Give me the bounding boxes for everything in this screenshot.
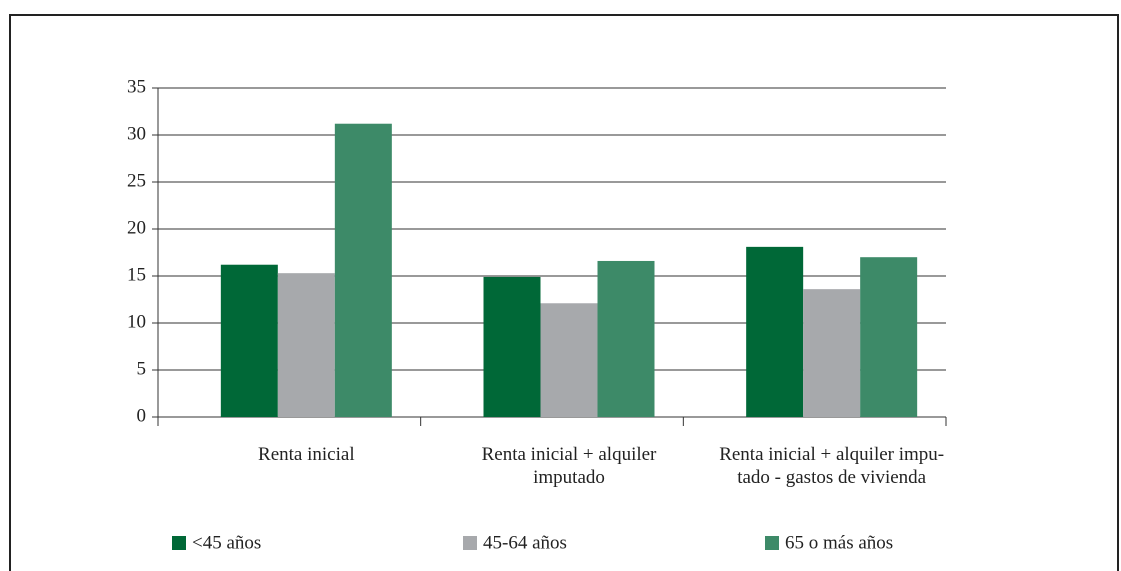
x-tick-label: Renta inicial + alquiler imputado (482, 444, 657, 488)
x-tick-label-line: Renta inicial + alquiler impu- (719, 444, 944, 465)
frame (9, 14, 1119, 571)
y-tick-label: 5 (137, 358, 147, 379)
x-tick-label-line: imputado (533, 467, 605, 488)
x-tick-label-line: Renta inicial (258, 444, 355, 465)
y-tick-label: 20 (127, 217, 146, 238)
bar (746, 246, 804, 417)
legend-label: <45 años (192, 532, 261, 553)
bar (220, 264, 278, 417)
legend-swatch (765, 536, 779, 550)
y-tick-label: 30 (127, 123, 146, 144)
bar (540, 303, 598, 417)
x-tick-label-line: tado - gastos de vivienda (737, 467, 926, 488)
legend-swatch (172, 536, 186, 550)
legend-swatch (463, 536, 477, 550)
bar (803, 289, 861, 417)
bar (334, 123, 392, 417)
x-tick-label-line: Renta inicial + alquiler (482, 444, 657, 465)
bar (483, 276, 541, 417)
x-tick-label: Renta inicial + alquiler impu-tado - gas… (719, 444, 944, 488)
y-tick-label: 0 (137, 405, 147, 426)
y-tick-label: 10 (127, 311, 146, 332)
x-tick-label: Renta inicial (258, 444, 355, 465)
y-tick-label: 35 (127, 76, 146, 97)
bar (860, 257, 918, 417)
bar (597, 260, 655, 417)
bar (277, 273, 335, 417)
legend-label: 65 o más años (785, 532, 893, 553)
legend-label: 45-64 años (483, 532, 567, 553)
y-tick-label: 15 (127, 264, 146, 285)
y-tick-label: 25 (127, 170, 146, 191)
